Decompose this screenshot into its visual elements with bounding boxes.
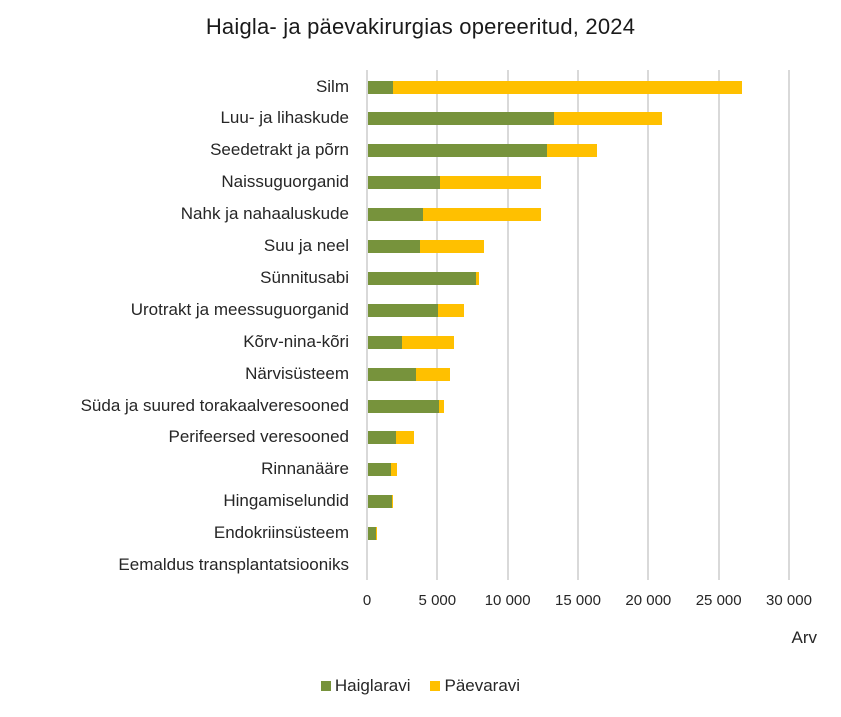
bar-segment bbox=[368, 240, 421, 253]
category-label: Luu- ja lihaskude bbox=[220, 108, 349, 128]
chart-title: Haigla- ja päevakirurgias opereeritud, 2… bbox=[205, 14, 636, 39]
bar-segment bbox=[415, 367, 451, 381]
legend-swatch-paevaravi bbox=[430, 681, 441, 691]
bar-segment bbox=[401, 335, 454, 349]
bar-segment bbox=[553, 112, 662, 126]
bar-segment bbox=[368, 208, 423, 222]
category-label: Sünnitusabi bbox=[260, 267, 349, 287]
x-tick-label: 25 000 bbox=[695, 592, 742, 609]
legend-label-paevaravi: Päevaravi bbox=[444, 676, 521, 695]
category-label: Rinnanääre bbox=[261, 459, 349, 479]
gridline bbox=[788, 70, 790, 580]
category-label: Silm bbox=[315, 76, 349, 96]
bar-segment bbox=[368, 335, 402, 349]
x-tick-label: 20 000 bbox=[625, 592, 672, 609]
bar-row bbox=[368, 527, 377, 541]
bar-segment bbox=[439, 176, 541, 190]
bar-segment bbox=[376, 527, 377, 541]
gridline bbox=[436, 70, 439, 580]
gridline bbox=[366, 70, 368, 580]
bar-segment bbox=[368, 399, 440, 413]
bar-row bbox=[368, 463, 397, 477]
category-label: Närvisüsteem bbox=[245, 363, 349, 383]
category-label: Süda ja suured torakaalveresooned bbox=[80, 395, 349, 415]
bar-segment bbox=[391, 495, 394, 509]
bar-row bbox=[368, 431, 414, 445]
bar-segment bbox=[391, 463, 397, 477]
legend-item-haiglaravi: Haiglaravi bbox=[320, 676, 411, 696]
legend: Haiglaravi Päevaravi bbox=[0, 676, 841, 696]
bar-row bbox=[368, 335, 454, 349]
bar-segment bbox=[439, 399, 444, 413]
x-axis-label: Arv bbox=[791, 628, 818, 647]
bar-segment bbox=[368, 431, 397, 445]
bar-row bbox=[368, 495, 394, 509]
category-label: Naissuguorganid bbox=[221, 172, 349, 192]
bar-segment bbox=[368, 367, 416, 381]
legend-label-haiglaravi: Haiglaravi bbox=[334, 676, 411, 695]
plot-area bbox=[366, 70, 790, 580]
bar-segment bbox=[368, 527, 377, 541]
x-tick-label: 30 000 bbox=[766, 592, 812, 609]
bar-segment bbox=[368, 176, 440, 190]
bar-row bbox=[368, 112, 662, 126]
gridline bbox=[577, 70, 579, 580]
category-label: Endokriinsüsteem bbox=[213, 523, 349, 543]
bar-segment bbox=[438, 303, 465, 317]
bar-segment bbox=[368, 463, 392, 477]
gridline bbox=[647, 70, 650, 580]
bar-row bbox=[368, 240, 485, 253]
category-label: Suu ja neel bbox=[263, 236, 349, 255]
bar-segment bbox=[393, 80, 743, 94]
category-label: Perifeersed veresooned bbox=[168, 427, 349, 447]
bar-segment bbox=[368, 144, 547, 158]
category-label: Urotrakt ja meessuguorganid bbox=[130, 299, 349, 319]
bar-segment bbox=[368, 495, 392, 509]
bar-segment bbox=[368, 80, 394, 94]
gridline bbox=[506, 70, 509, 580]
x-tick-label: 0 bbox=[362, 592, 372, 609]
bar-segment bbox=[368, 271, 477, 285]
category-label: Kõrv-nina-kõri bbox=[243, 331, 349, 351]
bar-segment bbox=[368, 112, 554, 126]
bar-row bbox=[368, 144, 598, 158]
category-label: Seedetrakt ja põrn bbox=[210, 140, 349, 160]
legend-item-paevaravi: Päevaravi bbox=[430, 676, 520, 696]
bar-row bbox=[368, 303, 465, 317]
x-tick-label: 10 000 bbox=[484, 592, 531, 609]
category-label: Eemaldus transplantatsiooniks bbox=[118, 555, 349, 574]
bar-segment bbox=[476, 271, 480, 285]
bar-row bbox=[368, 271, 480, 285]
category-label: Hingamiselundid bbox=[223, 491, 349, 511]
bar-row bbox=[368, 399, 444, 413]
bar-segment bbox=[368, 303, 439, 317]
x-tick-label: 15 000 bbox=[555, 592, 601, 609]
bar-row bbox=[368, 80, 743, 94]
bar-segment bbox=[546, 144, 598, 158]
bar-row bbox=[368, 208, 542, 222]
x-tick-label: 5 000 bbox=[418, 592, 457, 609]
bar-segment bbox=[420, 240, 485, 253]
bar-segment bbox=[422, 208, 542, 222]
legend-swatch-haiglaravi bbox=[320, 681, 331, 691]
bar-row bbox=[368, 367, 451, 381]
bar-row bbox=[368, 176, 541, 190]
bar-segment bbox=[396, 431, 414, 445]
gridline bbox=[717, 70, 720, 580]
category-label: Nahk ja nahaaluskude bbox=[180, 204, 349, 224]
